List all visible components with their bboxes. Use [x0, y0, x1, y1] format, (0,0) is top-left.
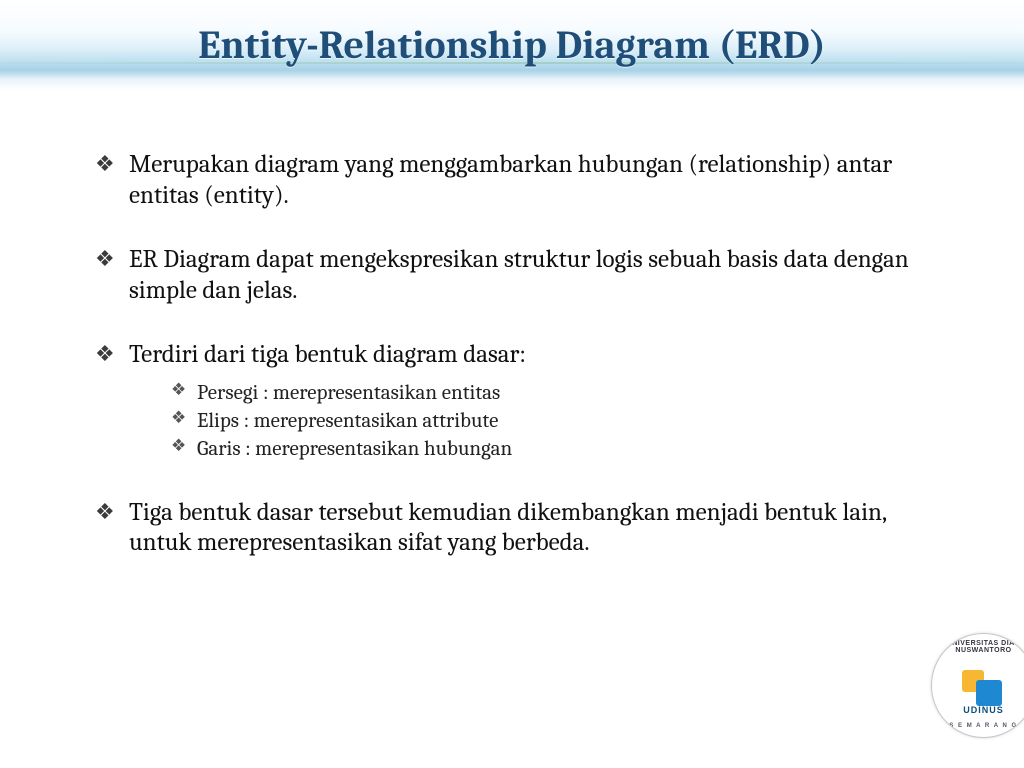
sub-bullet-item: Garis : merepresentasikan hubungan — [171, 435, 954, 463]
slide-title: Entity-Relationship Diagram (ERD) — [0, 22, 1024, 68]
logo-center-text: UDINUS — [932, 705, 1024, 715]
logo-ring-bottom-text: · S E M A R A N G · — [932, 723, 1024, 729]
bullet-text: Merupakan diagram yang menggambarkan hub… — [129, 150, 892, 210]
logo-mark — [962, 664, 1006, 708]
sub-bullet-item: Persegi : merepresentasikan entitas — [171, 379, 954, 407]
bullet-text: Tiga bentuk dasar tersebut kemudian dike… — [129, 498, 886, 558]
bullet-item: Tiga bentuk dasar tersebut kemudian dike… — [95, 498, 954, 559]
bullet-item: Terdiri dari tiga bentuk diagram dasar: … — [95, 340, 954, 464]
bullet-item: ER Diagram dapat mengekspresikan struktu… — [95, 245, 954, 306]
logo-ring-top-text: UNIVERSITAS DIAN NUSWANTORO — [932, 640, 1024, 654]
logo-square-blue — [976, 680, 1002, 706]
sub-bullet-text: Elips : merepresentasikan attribute — [197, 409, 498, 433]
sub-bullet-text: Garis : merepresentasikan hubungan — [197, 437, 512, 461]
sub-bullet-text: Persegi : merepresentasikan entitas — [197, 381, 500, 405]
university-logo: UNIVERSITAS DIAN NUSWANTORO UDINUS · S E… — [931, 633, 1024, 738]
bullet-text: ER Diagram dapat mengekspresikan struktu… — [129, 245, 909, 305]
sub-bullet-item: Elips : merepresentasikan attribute — [171, 407, 954, 435]
bullet-text: Terdiri dari tiga bentuk diagram dasar: — [129, 340, 526, 369]
slide-content: Merupakan diagram yang menggambarkan hub… — [95, 150, 954, 593]
bullet-item: Merupakan diagram yang menggambarkan hub… — [95, 150, 954, 211]
